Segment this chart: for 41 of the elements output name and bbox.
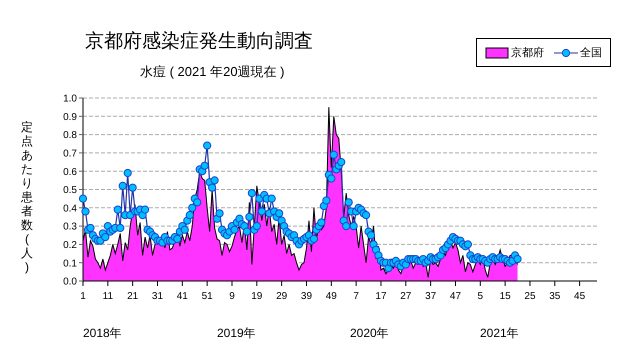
- y-tick-label: 0.5: [63, 185, 78, 196]
- y-tick-label: 0.4: [63, 203, 78, 214]
- x-tick-label: 21: [127, 291, 139, 302]
- x-tick-label: 37: [425, 291, 437, 302]
- text: 定点あたり患者数(人): [21, 120, 33, 274]
- x-tick-label: 5: [478, 291, 484, 302]
- x-tick-label: 15: [500, 291, 512, 302]
- x-tick-label: 25: [524, 291, 536, 302]
- x-tick-label: 51: [202, 291, 214, 302]
- y-tick-label: 1.0: [63, 94, 78, 105]
- x-tick-label: 11: [102, 291, 114, 302]
- legend-label: 京都府: [511, 46, 544, 60]
- y-tick-label: 0.0: [63, 276, 78, 288]
- x-tick-label: 27: [400, 291, 412, 302]
- x-tick-label: 49: [326, 291, 338, 302]
- x-tick-label: 19: [251, 291, 263, 302]
- y-tick-label: 0.7: [63, 148, 78, 160]
- x-tick-label: 29: [276, 291, 288, 302]
- chart-subtitle: 水痘 ( 2021 年20週現在 ): [140, 63, 284, 81]
- y-tick-label: 0.1: [63, 258, 78, 270]
- y-tick-label: 0.9: [63, 112, 78, 123]
- legend-label: 全国: [580, 46, 602, 60]
- x-tick-label: 7: [353, 291, 360, 302]
- y-tick-label: 0.6: [63, 166, 78, 178]
- x-tick-label: 39: [300, 291, 312, 302]
- x-tick-label: 47: [450, 291, 462, 302]
- chart-title: 京都府感染症発生動向調査: [85, 30, 313, 54]
- x-tick-label: 31: [152, 291, 164, 302]
- x-tick-label: 45: [574, 291, 586, 302]
- x-tick-label: 35: [549, 291, 561, 302]
- y-tick-label: 0.2: [63, 240, 78, 251]
- x-tick-label: 17: [375, 291, 387, 302]
- y-tick-label: 0.8: [63, 130, 78, 142]
- text: 2020年: [350, 325, 389, 342]
- text: 2021年: [480, 325, 519, 342]
- text: 2018年: [83, 325, 122, 342]
- y-tick-label: 0.3: [63, 222, 78, 233]
- x-tick-label: 9: [229, 291, 236, 302]
- x-tick-label: 1: [80, 291, 86, 302]
- x-tick-label: 41: [176, 291, 188, 302]
- text: 2019年: [217, 325, 256, 342]
